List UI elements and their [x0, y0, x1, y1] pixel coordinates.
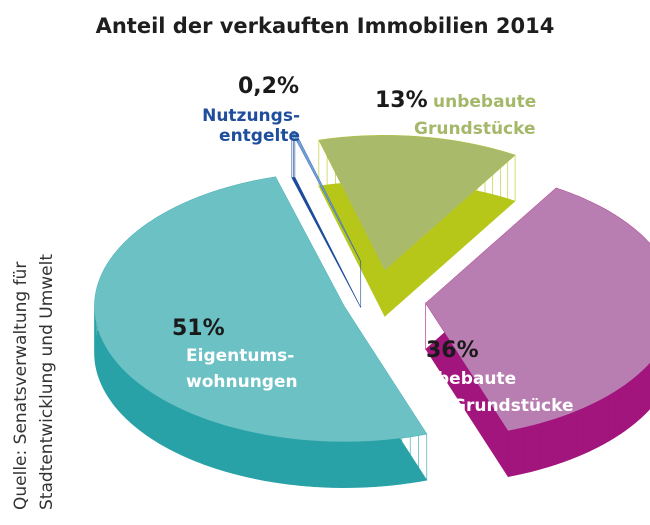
slice-category-label-bebaute-line1: bebaute [437, 369, 517, 389]
pie-slice-2 [425, 187, 650, 478]
label-line: Nutzungs- [202, 106, 300, 126]
pie-slice-3 [94, 176, 428, 488]
source-line: Quelle: Senatsverwaltung für [11, 261, 31, 510]
pie-slice-top [318, 135, 516, 271]
slice-value-label-unbebaute: 13% [375, 88, 428, 113]
chart-title: Anteil der verkauften Immobilien 2014 [95, 14, 555, 38]
slice-value-label-eigentumswohnungen: 51% [172, 316, 225, 341]
slice-value-label-nutzungsentgelte: 0,2% [238, 74, 300, 99]
slice-category-label-unbebaute-line1: unbebaute [433, 92, 537, 112]
pie-slice-0 [291, 130, 362, 308]
pie-slice-top [425, 187, 650, 431]
pie-slice-top [291, 131, 361, 262]
source-line: Stadtentwicklung und Umwelt [37, 253, 57, 510]
pie-slice-1 [318, 134, 516, 317]
slice-category-label-eigentumswohnungen-line1: Eigentums- [186, 346, 295, 366]
pie-slice-side [291, 130, 362, 308]
label-line: entgelte [219, 126, 300, 146]
slice-value-label-bebaute: 36% [426, 338, 479, 363]
slice-category-label-bebaute-line2: Grundstücke [452, 396, 574, 416]
slice-category-label-nutzungsentgelte: Nutzungs- entgelte [202, 106, 300, 146]
slice-category-label-unbebaute-line2: Grundstücke [414, 119, 536, 139]
slice-category-label-eigentumswohnungen-line2: wohnungen [186, 372, 298, 392]
source-note: Quelle: Senatsverwaltung für Stadtentwic… [8, 254, 60, 510]
pie-slice-top [94, 176, 427, 442]
